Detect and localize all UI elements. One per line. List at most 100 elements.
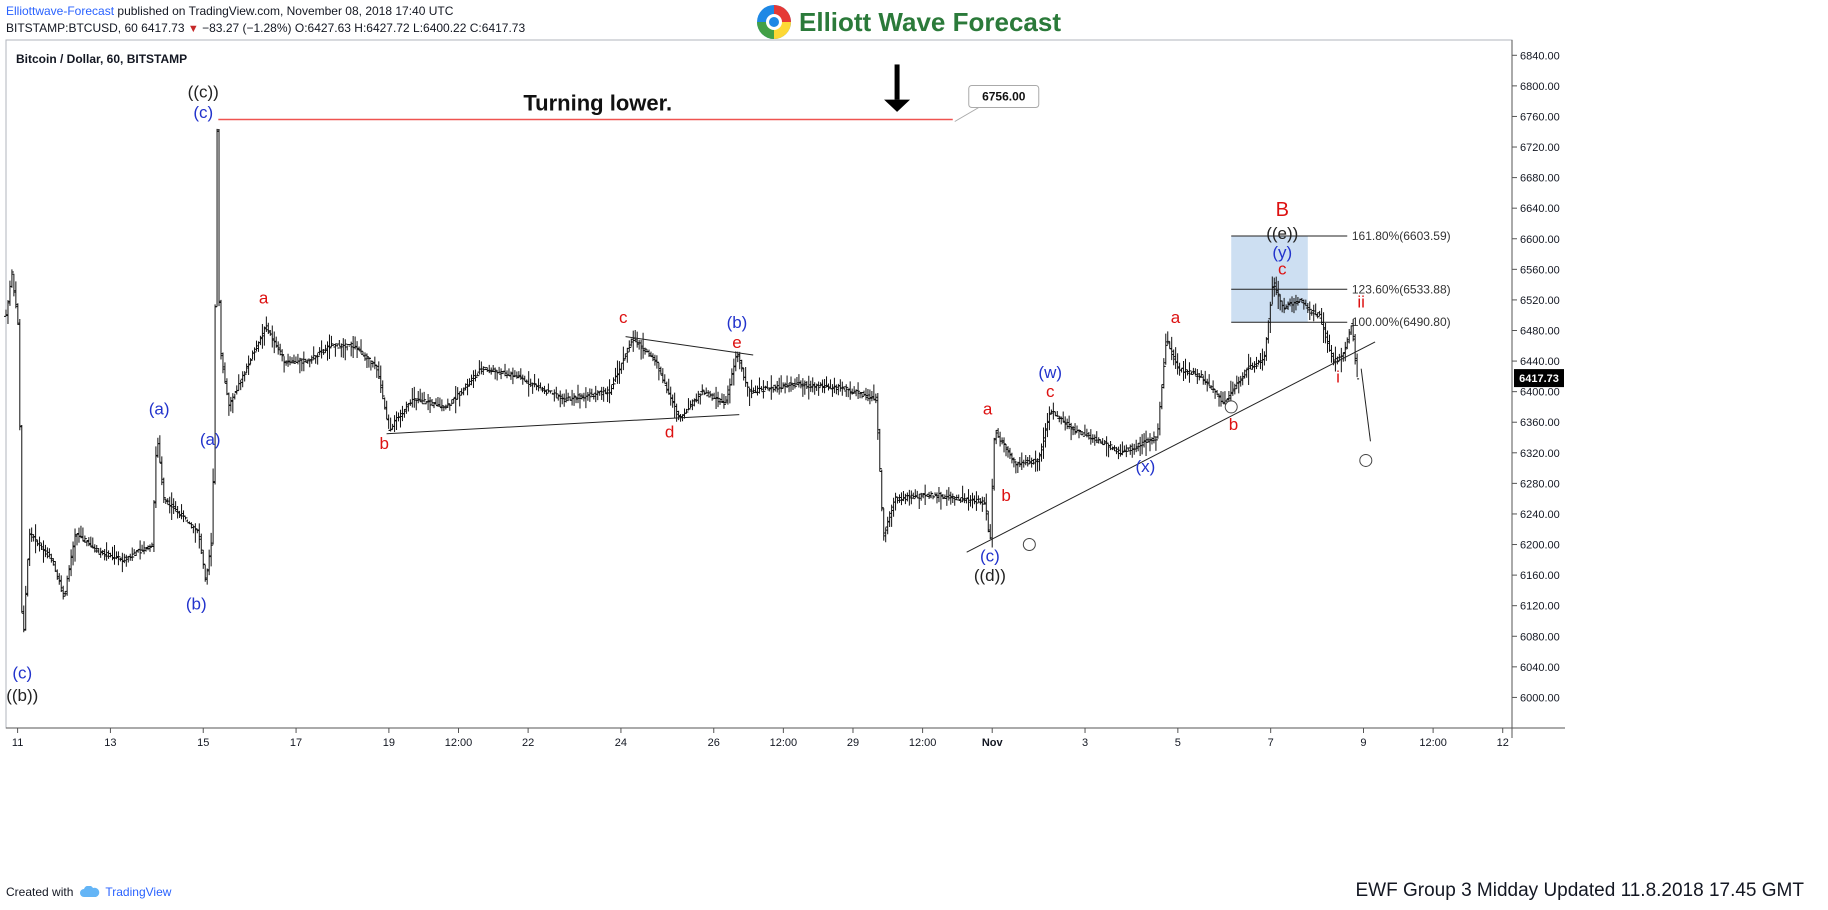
ohlc-bar <box>698 393 703 405</box>
ohlc-bar <box>311 346 316 360</box>
ohlc-bar <box>765 381 770 391</box>
ohlc-bar <box>625 347 630 363</box>
x-tick-label: 7 <box>1268 737 1274 749</box>
ohlc-bar <box>773 384 778 392</box>
ohlc-bar <box>613 367 618 383</box>
ohlc-bar <box>1169 336 1174 361</box>
logo-swirl-icon <box>757 5 791 39</box>
ohlc-bar <box>583 387 588 409</box>
y-tick-label: 6400.00 <box>1520 387 1560 399</box>
ohlc-bar <box>288 356 293 366</box>
ohlc-bar <box>558 390 563 408</box>
y-tick-label: 6520.00 <box>1520 295 1560 307</box>
wave-label: (b) <box>186 595 207 614</box>
ohlc-bar <box>542 385 547 394</box>
ohlc-bar <box>272 331 277 354</box>
author-link[interactable]: Elliottwave-Forecast <box>6 4 115 18</box>
ohlc-bar <box>792 378 797 389</box>
x-tick-label: 17 <box>290 737 302 749</box>
wave-label: d <box>665 423 674 442</box>
wave-label: (w) <box>1038 363 1062 382</box>
ohlc-bar <box>1019 452 1024 470</box>
ohlc-bar <box>1187 362 1192 383</box>
ohlc-bar <box>1140 434 1145 455</box>
ohlc-bar <box>1159 384 1164 410</box>
wave-label: (a) <box>149 400 170 419</box>
ohlc-bar <box>1104 436 1109 457</box>
ohlc-line: BITSTAMP:BTCUSD, 60 6417.73 ▼ −83.27 (−1… <box>6 21 525 35</box>
open-value: 6427.63 <box>307 21 351 35</box>
ohlc-bar <box>217 128 222 307</box>
ohlc-bar <box>816 381 821 396</box>
ohlc-bar <box>576 384 581 404</box>
ohlc-bar <box>536 378 541 392</box>
low-label: L: <box>413 21 424 35</box>
ohlc-bar <box>435 396 440 407</box>
ohlc-bar <box>33 524 38 554</box>
ohlc-bar <box>739 359 744 372</box>
wave-label: ((b)) <box>6 686 38 705</box>
ohlc-bar <box>1161 358 1166 389</box>
y-tick-label: 6120.00 <box>1520 601 1560 613</box>
x-tick-label: 11 <box>12 737 23 749</box>
ohlc-bar <box>374 364 379 378</box>
ohlc-bar <box>463 383 468 391</box>
ohlc-bar <box>1209 385 1214 389</box>
ohlc-bar <box>276 341 281 355</box>
wave-label: ii <box>1357 293 1365 312</box>
ohlc-bar <box>368 358 373 371</box>
ohlc-bar <box>1128 444 1133 455</box>
ohlc-bar <box>1171 349 1176 366</box>
ohlc-bar <box>1238 375 1243 387</box>
ohlc-bar <box>696 390 701 404</box>
ohlc-bar <box>856 382 861 399</box>
ohlc-bar <box>11 271 16 297</box>
ohlc-bar <box>1165 331 1170 345</box>
ohlc-bar <box>684 408 689 414</box>
tradingview-link[interactable]: TradingView <box>79 885 171 899</box>
ohlc-bar <box>341 338 346 358</box>
ohlc-bar <box>964 498 969 504</box>
ohlc-bar <box>465 378 470 396</box>
ohlc-bar <box>197 523 202 549</box>
ohlc-bar <box>1213 388 1218 399</box>
ohlc-bar <box>1179 367 1184 373</box>
ohlc-bar <box>270 325 275 348</box>
ohlc-bar <box>7 280 12 306</box>
ohlc-bar <box>503 363 508 377</box>
ohlc-bar <box>209 532 214 567</box>
open-label: O: <box>294 21 308 35</box>
ohlc-bar <box>506 368 511 377</box>
ohlc-bar <box>911 492 916 500</box>
ohlc-bar <box>1155 423 1160 439</box>
ohlc-bar <box>599 386 604 401</box>
ohlc-bar <box>213 304 218 485</box>
ohlc-bar <box>140 544 145 552</box>
logo-text: Elliott Wave Forecast <box>799 6 1061 37</box>
ohlc-bar <box>82 535 87 543</box>
ohlc-bar <box>185 519 190 524</box>
ohlc-bar <box>611 377 616 390</box>
ohlc-bar <box>305 358 310 364</box>
ohlc-bar <box>157 435 162 463</box>
ohlc-bar <box>25 558 30 597</box>
down-arrow-icon <box>884 99 911 112</box>
chart-symbol-title: Bitcoin / Dollar, 60, BITSTAMP <box>16 52 188 66</box>
ohlc-bar <box>546 383 551 394</box>
ohlc-bar <box>151 500 156 553</box>
ohlc-bar <box>733 351 738 372</box>
ohlc-bar <box>757 377 762 394</box>
ohlc-bar <box>668 386 673 406</box>
ohlc-bar <box>1045 413 1050 438</box>
ohlc-bar <box>35 540 40 547</box>
ohlc-bar <box>1027 455 1032 465</box>
y-tick-label: 6800.00 <box>1520 81 1560 93</box>
ohlc-bar <box>1134 439 1139 453</box>
y-tick-label: 6560.00 <box>1520 264 1560 276</box>
resistance-callout <box>968 85 1040 109</box>
ohlc-bar <box>710 393 715 401</box>
ohlc-bar <box>4 309 8 317</box>
close-value: 6417.73 <box>481 21 526 35</box>
ohlc-bar <box>282 354 287 373</box>
